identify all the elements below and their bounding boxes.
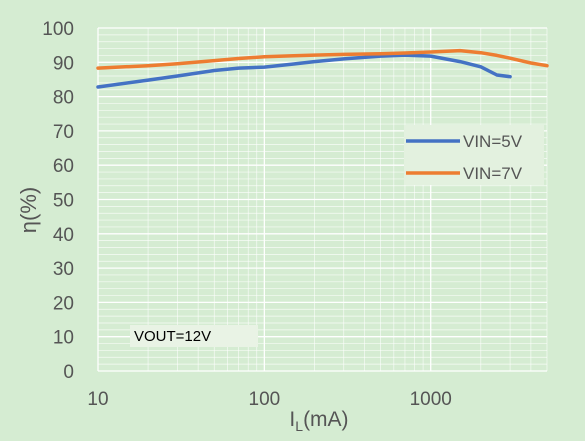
y-tick-label: 80	[53, 88, 74, 109]
y-tick-label: 100	[42, 19, 74, 40]
y-tick-label: 20	[53, 293, 74, 314]
series-line-vin5v	[96, 53, 512, 89]
x-tick-label: 100	[249, 389, 281, 410]
x-tick-label: 10	[87, 389, 108, 410]
series-line-vin7v	[96, 48, 549, 70]
y-tick-label: 0	[63, 362, 74, 383]
y-tick-label: 50	[53, 191, 74, 212]
y-tick-label: 40	[53, 225, 74, 246]
x-axis-label-subscript: L	[295, 418, 303, 434]
vout-annotation: VOUT=12V	[134, 328, 211, 345]
x-axis-label-unit: (mA)	[303, 408, 349, 431]
y-tick-label: 70	[53, 122, 74, 143]
series-lines	[96, 48, 549, 89]
x-tick-label: 1000	[410, 389, 452, 410]
x-axis-label: IL(mA)	[289, 408, 348, 434]
legend-label-vin5v: VIN=5V	[463, 132, 523, 151]
legend-box	[404, 125, 544, 185]
y-tick-label: 30	[53, 259, 74, 280]
y-axis-label: η(%)	[16, 187, 41, 233]
y-tick-label: 60	[53, 156, 74, 177]
y-tick-label: 90	[53, 53, 74, 74]
legend-label-vin7v: VIN=7V	[463, 164, 523, 183]
tick-labels: 0 10 20 30 40 50 60 70 80 90 100 10 100 1000	[42, 19, 452, 410]
legend: VIN=5V VIN=7V	[404, 125, 544, 185]
y-tick-label: 10	[53, 328, 74, 349]
annotation-box	[130, 325, 258, 347]
x-axis-label-main: I	[289, 408, 295, 431]
